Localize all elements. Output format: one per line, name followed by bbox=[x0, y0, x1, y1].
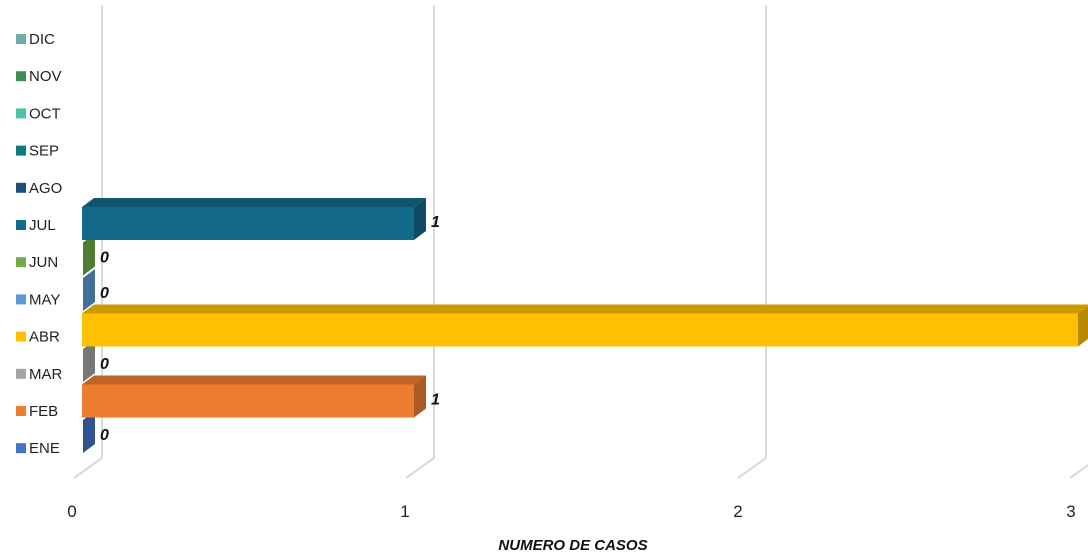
bar-side-face bbox=[83, 340, 95, 382]
gridline-floor bbox=[405, 457, 435, 479]
x-tick-label: 0 bbox=[67, 502, 76, 521]
legend-swatch bbox=[16, 331, 26, 342]
legend-label: MAR bbox=[29, 366, 63, 383]
legend-label: JUN bbox=[29, 254, 58, 271]
legend-swatch bbox=[16, 443, 26, 454]
legend-swatch bbox=[16, 406, 26, 416]
gridline-floor bbox=[73, 457, 103, 479]
data-label: 0 bbox=[100, 427, 109, 444]
legend-label: JUL bbox=[29, 217, 56, 234]
legend: DIC NOV OCT SEP AGO JUL JUN MAY ABR MAR FEB ENE bbox=[16, 31, 63, 457]
data-label: 0 bbox=[100, 285, 109, 302]
bar-ene bbox=[83, 411, 95, 453]
legend-swatch bbox=[16, 108, 26, 119]
gridline-floor bbox=[737, 457, 767, 479]
x-axis-ticks: 0 1 2 3 bbox=[67, 502, 1075, 521]
bar-side-face bbox=[83, 269, 95, 311]
bar-mar bbox=[83, 340, 95, 382]
data-label: 0 bbox=[100, 250, 109, 267]
legend-label: NOV bbox=[29, 68, 62, 85]
legend-swatch bbox=[16, 220, 26, 230]
bar-top-face bbox=[82, 304, 1088, 314]
bar-top-face bbox=[82, 375, 426, 385]
legend-swatch bbox=[16, 294, 26, 305]
data-label: 1 bbox=[431, 214, 440, 231]
bar-side-face bbox=[414, 375, 426, 418]
legend-label: ABR bbox=[29, 329, 60, 346]
x-tick-label: 2 bbox=[733, 502, 742, 521]
x-axis-title: NUMERO DE CASOS bbox=[498, 537, 647, 554]
legend-swatch bbox=[16, 34, 26, 44]
bar-front-face bbox=[82, 207, 414, 240]
bar-front-face bbox=[82, 384, 414, 418]
legend-swatch bbox=[16, 145, 26, 156]
legend-swatch bbox=[16, 257, 26, 268]
data-label: 1 bbox=[431, 392, 440, 409]
bar-feb bbox=[82, 375, 426, 418]
legend-swatch bbox=[16, 71, 26, 82]
legend-label: AGO bbox=[29, 180, 62, 197]
legend-label: ENE bbox=[29, 440, 60, 457]
legend-label: SEP bbox=[29, 143, 59, 160]
bar-abr bbox=[82, 304, 1088, 347]
bar-jul bbox=[82, 198, 426, 240]
bar-side-face bbox=[83, 233, 95, 276]
bar-jun bbox=[83, 233, 95, 276]
legend-swatch bbox=[16, 368, 26, 379]
bar-front-face bbox=[82, 313, 1078, 347]
data-label: 0 bbox=[100, 356, 109, 373]
legend-label: DIC bbox=[29, 31, 55, 48]
bar-may bbox=[83, 269, 95, 311]
data-labels: 0 1 0 0 0 1 bbox=[100, 214, 440, 444]
x-tick-label: 3 bbox=[1066, 502, 1075, 521]
bars bbox=[82, 198, 1088, 453]
bar-top-face bbox=[82, 198, 426, 207]
legend-swatch bbox=[16, 182, 26, 193]
legend-label: OCT bbox=[29, 105, 61, 122]
bar-side-face bbox=[414, 198, 426, 240]
bar-side-face bbox=[1078, 306, 1088, 347]
legend-label: FEB bbox=[29, 403, 58, 420]
bar-side-face bbox=[83, 411, 95, 453]
x-tick-label: 1 bbox=[400, 502, 409, 521]
legend-label: MAY bbox=[29, 291, 60, 308]
gridline-floor bbox=[1069, 463, 1088, 479]
